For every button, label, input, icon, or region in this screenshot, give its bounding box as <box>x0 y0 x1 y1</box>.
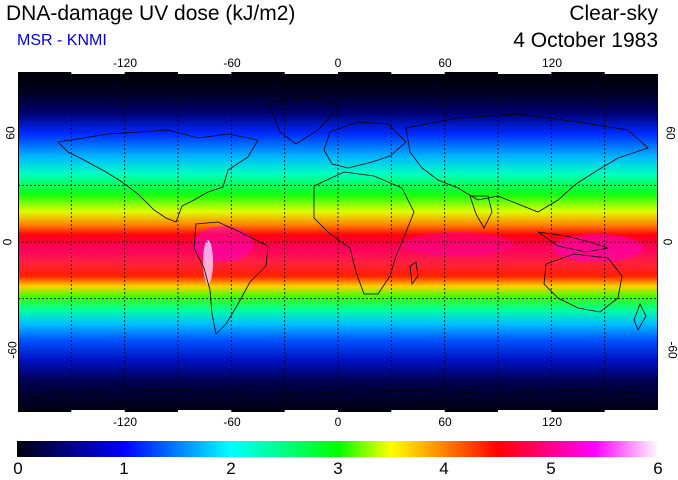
north-america-coast <box>57 129 259 223</box>
colorbar-label-2: 2 <box>226 459 236 478</box>
high-uv-andes <box>203 240 213 284</box>
lat-tick-left-0: 0 <box>0 238 15 246</box>
india-coast <box>469 195 493 229</box>
colorbar-label-6: 6 <box>653 459 663 478</box>
lon-tick-bottom-60: 60 <box>438 415 452 429</box>
map-title: DNA-damage UV dose (kJ/m2) <box>6 2 296 25</box>
sky-condition: Clear-sky <box>569 2 658 25</box>
lon-tick-bottom-m60: -60 <box>223 415 241 429</box>
graticule <box>18 72 658 412</box>
australia-coast <box>543 253 623 313</box>
edge-tick-bands <box>71 72 658 412</box>
lat-tick-right-0: 0 <box>660 238 675 246</box>
colorbar-label-1: 1 <box>119 459 129 478</box>
map-subtitle: MSR - KNMI <box>17 32 107 49</box>
colorbar-label-3: 3 <box>333 459 343 478</box>
lon-tick-top-m120: -120 <box>112 56 138 70</box>
lat-tick-left-60: 60 <box>3 126 18 140</box>
new-zealand-coast <box>633 303 647 331</box>
lat-tick-right-m60: -60 <box>665 341 678 359</box>
colorbar-label-4: 4 <box>439 459 449 478</box>
uv-dose-map <box>18 72 658 412</box>
lon-tick-bottom-m120: -120 <box>112 415 138 429</box>
colorbar-label-5: 5 <box>546 459 556 478</box>
lon-tick-top-m60: -60 <box>223 56 241 70</box>
greenland-coast <box>267 95 339 145</box>
asia-coast <box>405 113 649 213</box>
map-date: 4 October 1983 <box>513 29 658 52</box>
colorbar <box>17 441 659 457</box>
madagascar-coast <box>409 261 419 286</box>
high-uv-indian <box>403 232 513 256</box>
lon-tick-top-0: 0 <box>334 56 342 70</box>
lon-tick-bottom-0: 0 <box>334 415 342 429</box>
high-uv-americas <box>193 226 253 262</box>
colorbar-label-0: 0 <box>13 459 23 478</box>
europe-coast <box>323 121 407 169</box>
south-america-coast <box>193 221 269 335</box>
colorbar-gradient <box>17 441 659 457</box>
lon-tick-top-60: 60 <box>438 56 452 70</box>
lon-tick-bottom-120: 120 <box>541 415 563 429</box>
high-uv-pacific <box>553 234 643 262</box>
lon-tick-top-120: 120 <box>541 56 563 70</box>
lat-tick-right-60: 60 <box>663 126 678 140</box>
africa-coast <box>313 171 415 295</box>
indonesia-coast <box>537 231 609 253</box>
